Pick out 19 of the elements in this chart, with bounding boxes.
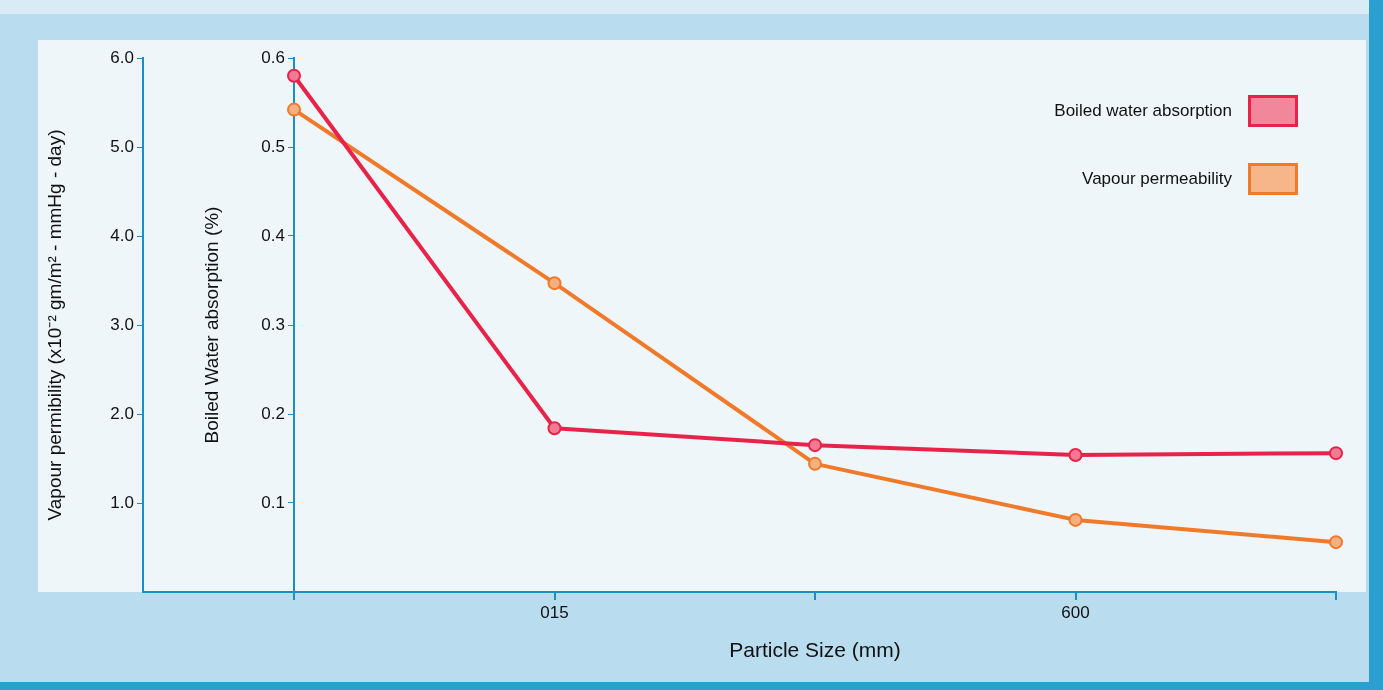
x-tick-label: 015 bbox=[540, 602, 569, 622]
y2-tick-label: 0.3 bbox=[261, 314, 285, 334]
legend-label: Vapour permeability bbox=[1082, 168, 1233, 188]
y-tick-label: 1.0 bbox=[110, 492, 134, 512]
x-tick-label: 600 bbox=[1061, 602, 1090, 622]
y-tick-label: 5.0 bbox=[110, 136, 134, 156]
y-tick-label: 2.0 bbox=[110, 403, 134, 423]
y-tick-label: 4.0 bbox=[110, 225, 134, 245]
legend-label: Boiled water absorption bbox=[1054, 100, 1232, 120]
y2-tick-label: 0.4 bbox=[261, 225, 285, 245]
y-tick-label: 3.0 bbox=[110, 314, 134, 334]
y-tick-label: 6.0 bbox=[110, 47, 134, 67]
y2-tick-label: 0.1 bbox=[261, 492, 285, 512]
y2-tick-label: 0.6 bbox=[261, 47, 285, 67]
y2-tick-label: 0.5 bbox=[261, 136, 285, 156]
y-axis-title: Vapour permibility (x10⁻² gm/m² - mmHg - day) bbox=[43, 129, 65, 521]
x-axis-title: Particle Size (mm) bbox=[729, 638, 901, 662]
y2-tick-label: 0.2 bbox=[261, 403, 285, 423]
y2-axis-title: Boiled Water absorption (%) bbox=[200, 206, 222, 444]
